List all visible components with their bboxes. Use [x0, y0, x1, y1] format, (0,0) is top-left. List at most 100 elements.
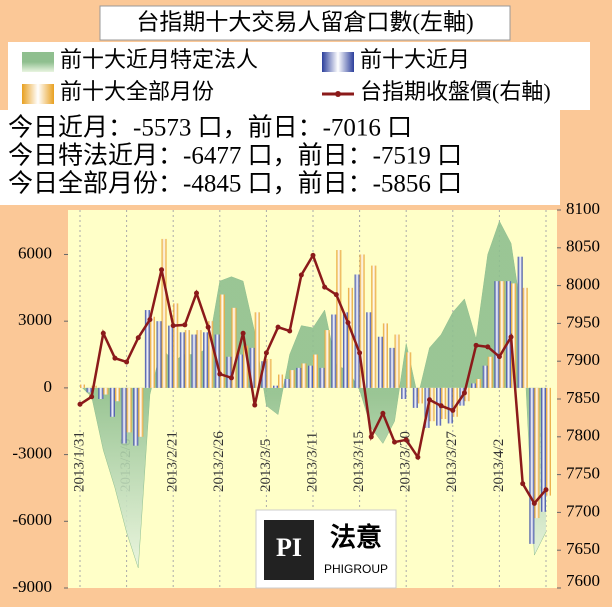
bar: [546, 387, 551, 496]
bar: [296, 367, 302, 388]
bar: [464, 387, 470, 402]
bar: [541, 387, 546, 512]
line-marker: [392, 439, 398, 445]
info-line: 今日特法近月：-6477 口，前日：-7519 口: [8, 142, 462, 170]
line-marker: [438, 403, 444, 409]
x-tick-label: 2013/1/31: [71, 431, 87, 492]
logo-glyph: PI: [276, 533, 302, 562]
bar: [249, 347, 255, 388]
line-marker: [252, 402, 258, 408]
y-tick-label: -3000: [12, 443, 52, 462]
bar: [238, 354, 244, 388]
x-tick-label: 2013/2/21: [165, 431, 181, 492]
logo-sub: PHIGROUP: [324, 562, 388, 576]
line-marker: [240, 330, 246, 336]
bar: [308, 365, 313, 388]
bar: [447, 387, 453, 424]
y-tick-label: 0: [44, 377, 53, 396]
bar: [261, 361, 267, 388]
bar: [231, 307, 237, 388]
line-marker: [520, 481, 526, 487]
bar: [98, 387, 104, 399]
y2-tick-label: 7950: [566, 312, 600, 331]
line-marker: [415, 454, 421, 460]
bar: [494, 281, 500, 388]
line-marker: [461, 390, 467, 396]
line-marker: [485, 344, 491, 350]
bar: [114, 387, 120, 402]
bar: [109, 387, 115, 417]
line-marker: [473, 342, 479, 348]
legend-label: 前十大近月特定法人: [60, 47, 258, 72]
bar: [191, 334, 197, 388]
legend-swatch: [22, 52, 54, 72]
line-marker: [228, 375, 234, 381]
y-tick-label: 6000: [18, 243, 52, 262]
bar: [529, 387, 535, 544]
bar: [324, 330, 330, 388]
x-tick-label: 2013/4/2: [491, 439, 507, 492]
y2-tick-label: 8100: [566, 199, 600, 218]
y2-tick-label: 7600: [566, 571, 600, 590]
bar: [406, 352, 412, 388]
y2-tick-label: 7650: [566, 539, 600, 558]
bar: [144, 310, 150, 388]
y2-tick-label: 7700: [566, 501, 600, 520]
line-marker: [508, 334, 514, 340]
bar: [243, 345, 249, 388]
info-line: 今日近月：-5573 口，前日：-7016 口: [8, 114, 412, 142]
bar: [273, 385, 279, 388]
info-line: 今日全部月份：-4845 口，前日：-5856 口: [8, 170, 462, 198]
line-marker: [310, 252, 316, 258]
bar: [219, 294, 225, 388]
line-marker: [205, 324, 211, 330]
y2-tick-label: 8000: [566, 275, 600, 294]
bar: [412, 387, 418, 408]
x-tick-label: 2013/3/5: [258, 439, 274, 492]
line-marker: [357, 350, 363, 356]
logo-icon: [264, 520, 314, 580]
bar: [394, 334, 400, 388]
bar: [133, 387, 139, 446]
bar: [534, 387, 540, 519]
bar: [371, 265, 377, 388]
bar: [436, 387, 442, 426]
bar: [382, 323, 388, 388]
bar: [121, 387, 127, 444]
line-marker: [170, 323, 176, 329]
bar: [487, 356, 493, 388]
bar: [254, 312, 260, 388]
bar: [506, 281, 512, 388]
bar: [471, 383, 477, 388]
bar: [354, 274, 360, 388]
line-marker: [298, 272, 304, 278]
line-marker: [427, 397, 432, 403]
logo: PI 法意 PHIGROUP: [255, 509, 397, 589]
y2-tick-label: 7750: [566, 464, 600, 483]
line-marker: [322, 284, 328, 290]
bar: [226, 356, 232, 388]
line-marker: [124, 359, 130, 365]
bar: [417, 387, 423, 404]
line-marker: [263, 350, 269, 356]
bar: [342, 312, 348, 388]
line-marker: [89, 394, 95, 400]
bar: [347, 287, 353, 388]
x-tick-label: 2013/3/27: [444, 431, 460, 492]
y2-tick-label: 7800: [566, 426, 600, 445]
bar: [284, 378, 290, 388]
bar: [278, 374, 284, 388]
bar: [156, 321, 162, 388]
legend-box: [8, 42, 590, 110]
bar: [203, 332, 209, 388]
legend-swatch: [322, 52, 354, 72]
y-tick-label: -6000: [12, 510, 52, 529]
bar: [377, 336, 383, 388]
y2-tick-label: 7900: [566, 350, 600, 369]
logo-name: 法意: [330, 522, 382, 552]
title-box: [99, 5, 511, 41]
line-marker: [380, 410, 386, 416]
bar: [331, 314, 337, 388]
line-marker: [100, 330, 106, 336]
